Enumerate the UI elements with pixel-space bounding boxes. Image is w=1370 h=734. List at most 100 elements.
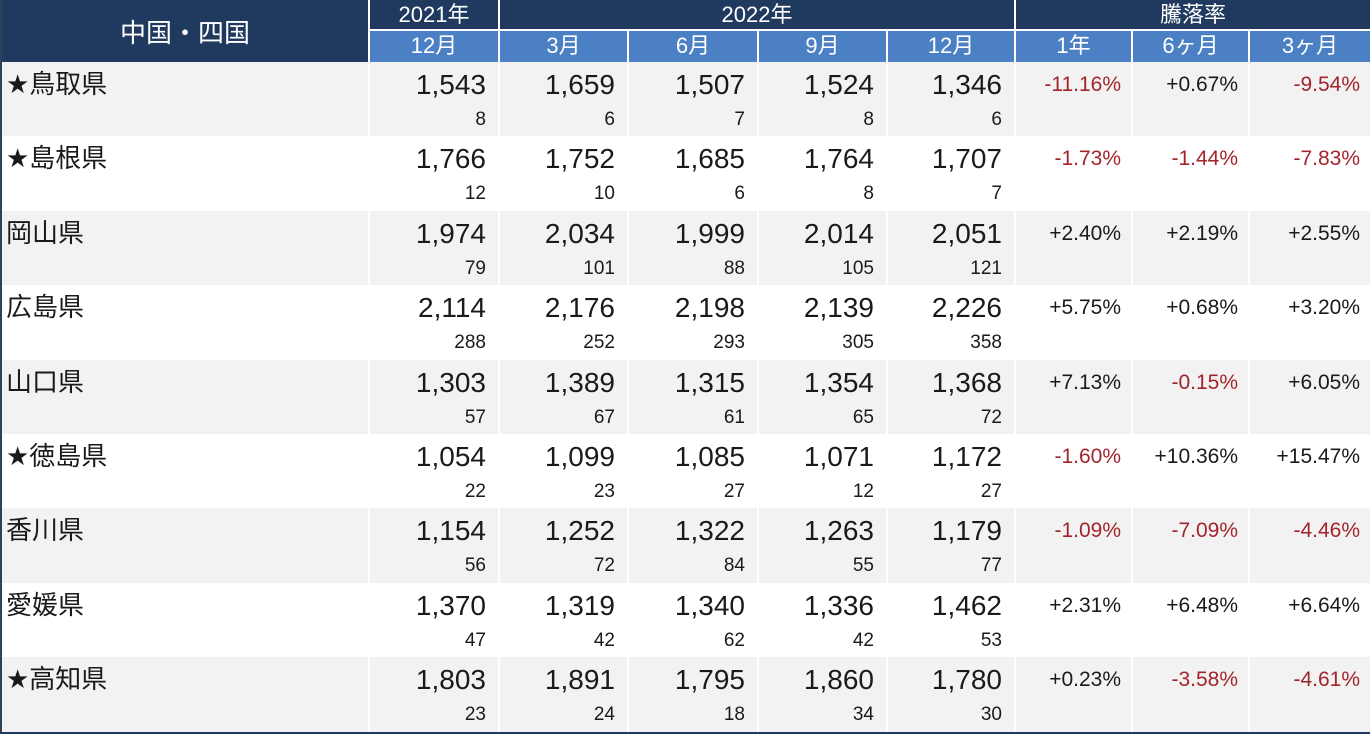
change-cell: +2.31% (1016, 582, 1133, 658)
count-cell: 22 (370, 477, 500, 509)
count-cell: 61 (629, 403, 759, 434)
prefecture-name-cell: 岡山県 (2, 210, 370, 286)
count-cell: 55 (759, 552, 888, 583)
count-cell: 6 (888, 106, 1016, 137)
change-cell: +10.36% (1133, 433, 1250, 509)
price-cell: 1,336 (759, 582, 888, 627)
change-cell: -0.15% (1133, 359, 1250, 434)
count-cell: 7 (888, 180, 1016, 211)
period-header-cell: 1年 (1016, 31, 1133, 62)
count-cell: 27 (888, 477, 1016, 509)
price-cell: 1,707 (888, 136, 1016, 181)
count-cell: 24 (500, 701, 629, 732)
price-cell: 1,780 (888, 657, 1016, 702)
price-cell: 1,340 (629, 582, 759, 627)
price-cell: 1,368 (888, 359, 1016, 404)
price-cell: 1,507 (629, 62, 759, 106)
price-cell: 1,891 (500, 657, 629, 702)
change-cell: -1.09% (1016, 508, 1133, 583)
prefecture-name-cell: 愛媛県 (2, 582, 370, 658)
price-cell: 1,346 (888, 62, 1016, 106)
price-cell: 1,322 (629, 508, 759, 553)
count-cell: 42 (759, 626, 888, 658)
count-cell: 23 (370, 701, 500, 732)
table-row: 香川県 1,154 1,252 1,322 1,263 1,179 -1.09%… (2, 508, 1370, 583)
price-cell: 1,054 (370, 433, 500, 478)
count-cell: 53 (888, 626, 1016, 658)
count-cell: 77 (888, 552, 1016, 583)
prefecture-name-cell: ★鳥取県 (2, 62, 370, 137)
count-cell: 72 (500, 552, 629, 583)
change-cell: -1.73% (1016, 136, 1133, 211)
price-cell: 1,974 (370, 210, 500, 255)
price-cell: 1,462 (888, 582, 1016, 627)
price-cell: 1,179 (888, 508, 1016, 553)
table-header: 中国・四国 2021年 2022年 騰落率 12月 3月 6月 9月 12月 1… (2, 0, 1370, 62)
price-cell: 2,034 (500, 210, 629, 255)
count-cell: 7 (629, 106, 759, 137)
price-cell: 1,685 (629, 136, 759, 181)
change-cell: +7.13% (1016, 359, 1133, 434)
change-cell: +15.47% (1276, 444, 1361, 468)
month-header-cell: 12月 (370, 31, 500, 62)
price-cell: 1,803 (370, 657, 500, 702)
month-header-cell: 3月 (500, 31, 629, 62)
period-header-cell: 6ヶ月 (1133, 31, 1250, 62)
region-header-cell: 中国・四国 (2, 0, 370, 62)
price-cell: 1,154 (370, 508, 500, 553)
price-cell: 1,319 (500, 582, 629, 627)
table-row: ★高知県 1,803 1,891 1,795 1,860 1,780 +0.23… (2, 657, 1370, 732)
prefecture-name-cell: 香川県 (2, 508, 370, 583)
year-2022-header: 2022年 (500, 0, 1016, 31)
price-cell: 1,303 (370, 359, 500, 404)
change-cell: +5.75% (1016, 285, 1133, 360)
count-cell: 62 (629, 626, 759, 658)
count-cell: 121 (888, 254, 1016, 286)
price-cell: 1,071 (759, 433, 888, 478)
price-cell: 1,315 (629, 359, 759, 404)
prefecture-name-cell: 山口県 (2, 359, 370, 434)
count-cell: 30 (888, 701, 1016, 732)
change-cell: -1.60% (1016, 433, 1133, 509)
change-cell: -3.58% (1133, 657, 1250, 732)
count-cell: 105 (759, 254, 888, 286)
count-cell: 288 (370, 329, 500, 360)
count-cell: 101 (500, 254, 629, 286)
price-cell: 1,659 (500, 62, 629, 106)
change-cell: +2.19% (1133, 210, 1250, 286)
price-cell: 1,543 (370, 62, 500, 106)
change-cell: -4.61% (1293, 668, 1360, 692)
count-cell: 72 (888, 403, 1016, 434)
table-row: ★鳥取県 1,543 1,659 1,507 1,524 1,346 -11.1… (2, 62, 1370, 137)
price-cell: 1,764 (759, 136, 888, 181)
price-cell: 1,252 (500, 508, 629, 553)
change-cell: -1.44% (1133, 136, 1250, 211)
table-row: ★徳島県 1,054 1,099 1,085 1,071 1,172 -1.60… (2, 433, 1370, 509)
price-cell: 2,226 (888, 285, 1016, 330)
prefecture-name-cell: ★島根県 (2, 136, 370, 211)
prefecture-name-cell: ★徳島県 (2, 433, 370, 509)
count-cell: 18 (629, 701, 759, 732)
change-rate-header: 騰落率 (1016, 0, 1370, 31)
count-cell: 252 (500, 329, 629, 360)
table-row: ★島根県 1,766 1,752 1,685 1,764 1,707 -1.73… (2, 136, 1370, 211)
count-cell: 6 (629, 180, 759, 211)
price-cell: 2,114 (370, 285, 500, 330)
prefecture-name-cell: 広島県 (2, 285, 370, 360)
count-cell: 79 (370, 254, 500, 286)
count-cell: 34 (759, 701, 888, 732)
change-cell: +6.05% (1288, 370, 1360, 394)
price-cell: 1,795 (629, 657, 759, 702)
change-cell: -9.54% (1293, 73, 1360, 96)
table-row: 広島県 2,114 2,176 2,198 2,139 2,226 +5.75%… (2, 285, 1370, 360)
change-cell: -7.09% (1133, 508, 1250, 583)
change-cell: -4.46% (1293, 519, 1360, 543)
change-cell: +0.67% (1133, 62, 1250, 137)
count-cell: 42 (500, 626, 629, 658)
price-cell: 1,999 (629, 210, 759, 255)
price-cell: 1,354 (759, 359, 888, 404)
price-cell: 2,139 (759, 285, 888, 330)
count-cell: 56 (370, 552, 500, 583)
change-cell: +3.20% (1288, 296, 1360, 320)
